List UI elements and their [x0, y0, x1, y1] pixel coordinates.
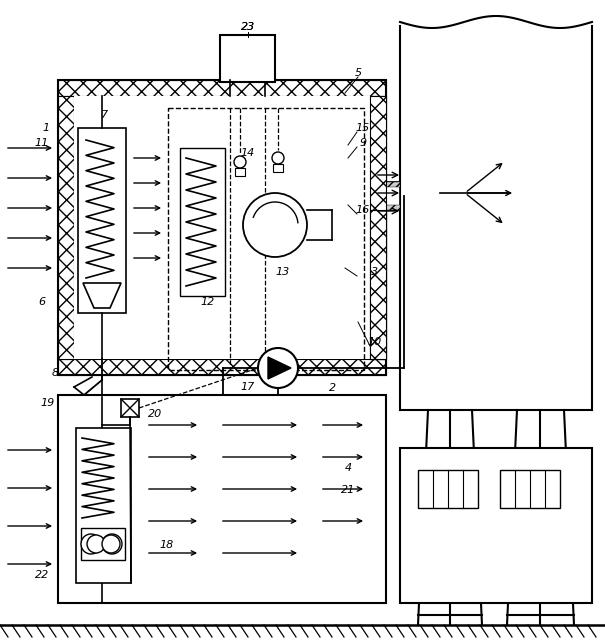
Bar	[220, 35, 275, 82]
Text: 23: 23	[241, 22, 255, 32]
Bar	[273, 164, 283, 172]
Text: 8: 8	[51, 368, 59, 378]
Circle shape	[81, 534, 101, 554]
Bar	[58, 80, 386, 96]
Text: 22: 22	[35, 570, 49, 580]
Polygon shape	[83, 283, 121, 308]
Bar	[370, 210, 386, 359]
Bar	[78, 128, 126, 313]
Text: 21: 21	[341, 485, 355, 495]
Bar	[58, 359, 386, 375]
Text: 6: 6	[39, 297, 45, 307]
Circle shape	[234, 156, 246, 168]
Bar	[400, 448, 592, 603]
Bar	[180, 148, 225, 296]
Bar	[235, 168, 245, 176]
Text: 23: 23	[241, 22, 255, 32]
Circle shape	[87, 535, 105, 553]
Bar	[370, 96, 386, 359]
Bar	[58, 80, 386, 375]
Bar	[386, 205, 400, 210]
Text: 3: 3	[371, 267, 379, 277]
Text: 10: 10	[368, 337, 382, 347]
Text: 1: 1	[42, 123, 50, 133]
Bar	[418, 470, 478, 508]
Text: 4: 4	[344, 463, 352, 473]
Circle shape	[102, 535, 120, 553]
Text: 11: 11	[35, 138, 49, 148]
Text: 9: 9	[359, 138, 367, 148]
Circle shape	[258, 348, 298, 388]
Bar	[500, 470, 560, 508]
Text: 15: 15	[356, 123, 370, 133]
Polygon shape	[268, 357, 291, 379]
Text: 7: 7	[102, 110, 108, 120]
Circle shape	[243, 193, 307, 257]
Text: 14: 14	[241, 148, 255, 158]
Text: 19: 19	[41, 398, 55, 408]
Circle shape	[272, 152, 284, 164]
Bar	[386, 182, 400, 187]
Bar	[74, 96, 370, 359]
Bar	[58, 395, 386, 603]
Text: 13: 13	[276, 267, 290, 277]
Bar	[121, 399, 139, 417]
Bar	[58, 96, 74, 359]
Circle shape	[102, 534, 122, 554]
Text: 2: 2	[330, 383, 336, 393]
Text: 16: 16	[356, 205, 370, 215]
Bar	[370, 96, 386, 359]
Bar	[386, 182, 400, 210]
Text: 18: 18	[160, 540, 174, 550]
Text: 17: 17	[241, 382, 255, 392]
Text: 5: 5	[355, 68, 362, 78]
Bar	[168, 108, 364, 370]
Bar	[76, 428, 131, 583]
Bar	[81, 528, 125, 560]
Text: 20: 20	[148, 409, 162, 419]
Text: 12: 12	[201, 297, 215, 307]
